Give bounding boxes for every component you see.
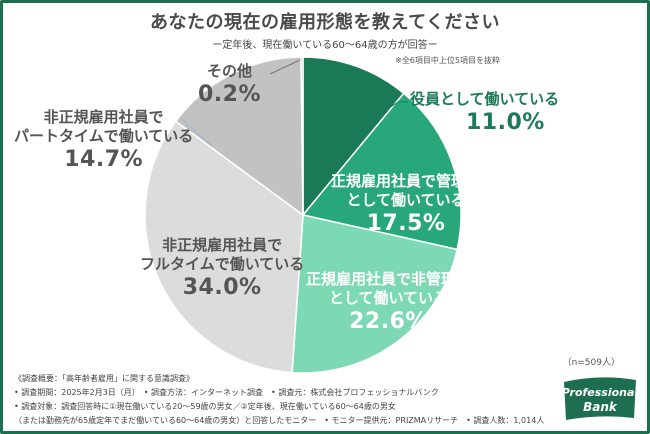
label-parttime: 非正規雇用社員で パートタイムで働いている 14.7% bbox=[14, 108, 193, 173]
label-parttime-pct: 14.7% bbox=[64, 146, 144, 172]
pie-slice-officer bbox=[302, 56, 405, 218]
pie-slice-other bbox=[300, 56, 304, 216]
label-manager-pct: 17.5% bbox=[366, 210, 446, 236]
label-officer: 役員として働いている 11.0% bbox=[410, 90, 559, 136]
label-nonmanager-text2: として働いている bbox=[328, 288, 449, 307]
professional-bank-logo: Professional Bank bbox=[562, 377, 639, 420]
survey-line: 《調査概要：「高年齢者雇用」に関する意識調査》 bbox=[14, 374, 194, 383]
label-fulltime-text2: フルタイムで働いている bbox=[140, 254, 305, 273]
label-other: その他 0.2% bbox=[198, 62, 261, 108]
label-nonmanager: 正規雇用社員で非管理職 として働いている 22.6% bbox=[306, 270, 471, 335]
label-other-text: その他 bbox=[207, 62, 253, 80]
pie-slice-parttime bbox=[174, 56, 304, 217]
label-parttime-text2: パートタイムで働いている bbox=[14, 126, 194, 145]
leader-line-officer bbox=[371, 101, 408, 121]
label-manager: 正規雇用社員で管理職 として働いている 17.5% bbox=[331, 172, 481, 237]
sample-size: （n=509人） bbox=[562, 358, 620, 368]
survey-line: （または勤務先が65歳定年でまだ働いている60〜64歳の男女）と回答したモニター… bbox=[14, 416, 545, 425]
chart-note: ※全6項目中上位5項目を抜粋 bbox=[395, 56, 500, 65]
pie-slice-fulltime bbox=[144, 120, 304, 374]
survey-summary: 《調査概要：「高年齢者雇用」に関する意識調査》 • 調査期間：2025年2月3日… bbox=[14, 372, 544, 428]
label-fulltime-pct: 34.0% bbox=[182, 274, 262, 300]
label-officer-text: 役員として働いている bbox=[410, 90, 560, 108]
survey-line: • 調査対象：調査回答時に①現在働いている20〜59歳の男女／②定年後、現在働い… bbox=[14, 402, 396, 411]
label-fulltime-text1: 非正規雇用社員で bbox=[162, 236, 283, 254]
label-officer-pct: 11.0% bbox=[466, 109, 545, 135]
label-other-pct: 0.2% bbox=[198, 81, 262, 107]
pie-slice-nonmanager bbox=[291, 214, 459, 374]
survey-line: • 調査期間：2025年2月3日（月） • 調査方法：インターネット調査 • 調… bbox=[14, 388, 439, 397]
leader-line-other bbox=[269, 59, 301, 75]
label-nonmanager-pct: 22.6% bbox=[349, 308, 428, 334]
label-manager-text1: 正規雇用社員で管理職 bbox=[331, 172, 482, 190]
logo-line2: Bank bbox=[583, 400, 618, 414]
pie-slice-manager bbox=[301, 92, 462, 251]
logo-line1: Professional bbox=[562, 386, 639, 399]
label-manager-text2: として働いている bbox=[346, 190, 466, 209]
chart-title: あなたの現在の雇用形態を教えてください bbox=[149, 12, 501, 33]
chart-subtitle: ー定年後、現在働いている60〜64歳の方が回答ー bbox=[212, 40, 438, 51]
leader-line-parttime bbox=[179, 117, 213, 147]
label-fulltime: 非正規雇用社員で フルタイムで働いている 34.0% bbox=[140, 236, 304, 301]
label-parttime-text1: 非正規雇用社員で bbox=[43, 108, 164, 126]
label-nonmanager-text1: 正規雇用社員で非管理職 bbox=[306, 270, 472, 288]
